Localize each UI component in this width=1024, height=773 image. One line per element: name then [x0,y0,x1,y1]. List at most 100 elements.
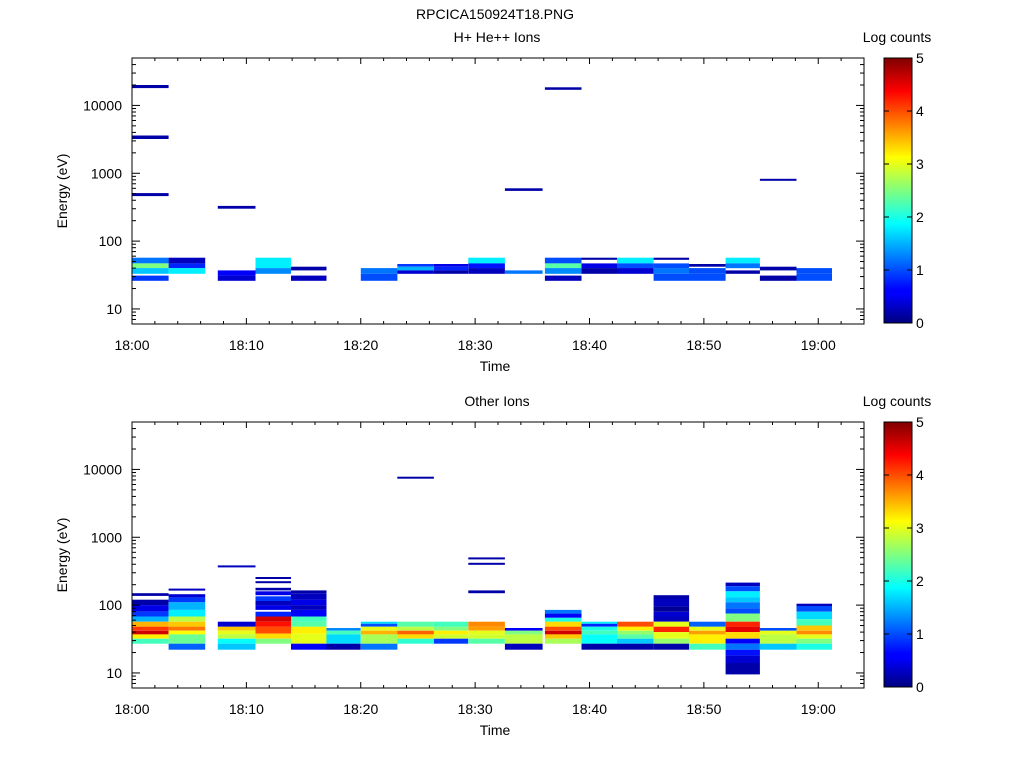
heatmap-cell [544,275,582,281]
colorbar-tick-label: 2 [916,209,924,225]
heatmap-cell [796,606,832,612]
heatmap-cell [617,263,654,269]
heatmap-cell [796,603,832,606]
y-axis-label: Energy (eV) [54,154,70,229]
heatmap-cell [617,634,654,639]
heatmap-cell [433,264,469,267]
heatmap-cell [689,621,726,627]
heatmap-cell [468,638,505,644]
heatmap-cell [132,611,169,617]
heatmap-cell [544,617,582,622]
x-tick-label: 18:20 [343,701,378,717]
heatmap-cell [360,634,398,644]
heatmap-cell [468,630,505,635]
heatmap-cell [617,643,654,650]
heatmap-cell [360,268,398,274]
heatmap-cell [168,263,206,269]
heatmap-cell [132,616,169,622]
heatmap-cell [653,611,690,617]
heatmap-cell [433,270,469,274]
heatmap-cell [653,621,690,627]
heatmap-cell [725,643,760,650]
heatmap-cell [544,257,582,264]
heatmap-cell [397,476,434,479]
heatmap-cell [132,599,169,606]
heatmap-cell [326,630,361,635]
heatmap-cell [653,268,690,274]
y-tick-label: 1000 [91,529,122,545]
heatmap-cell [468,257,505,264]
heatmap-cell [132,605,169,612]
heatmap-cell [168,257,206,264]
heatmap-cell [326,634,361,644]
heatmap-cell [255,616,291,622]
x-tick-label: 18:30 [458,337,493,353]
x-tick-label: 18:00 [114,701,149,717]
heatmap-cell [796,634,832,639]
heatmap-cell [689,630,726,635]
y-tick-label: 1000 [91,165,122,181]
heatmap-cell [725,591,760,598]
heatmap-cell [725,649,760,656]
heatmap-cell [132,257,169,264]
heatmap-cell [504,628,543,631]
heatmap-cell [689,626,726,631]
x-tick-label: 19:00 [801,701,836,717]
y-axis-label: Energy (eV) [54,518,70,593]
heatmap-cell [796,611,832,620]
heatmap-cell [168,609,206,617]
x-tick-label: 19:00 [801,337,836,353]
heatmap-cell [504,270,543,274]
heatmap-cell [291,626,327,634]
heatmap-cell [132,621,169,627]
heatmap-cell [291,621,327,627]
x-tick-label: 18:10 [229,701,264,717]
heatmap-cell [725,586,760,592]
heatmap-cell [581,643,617,650]
heatmap-cell [168,643,206,650]
heatmap-cell [255,605,291,610]
colorbar-tick-label: 3 [916,156,924,172]
heatmap-cell [255,268,291,274]
heatmap-cell [217,621,256,627]
heatmap-cell [291,609,327,617]
heatmap-cell [725,613,760,622]
colorbar-tick-label: 4 [916,103,924,119]
heatmap-cell [725,655,760,663]
x-axis-label: Time [480,358,511,374]
heatmap-cell [468,263,505,269]
heatmap-cell [168,594,206,598]
x-tick-label: 18:20 [343,337,378,353]
x-tick-label: 18:10 [229,337,264,353]
heatmap-cell [544,268,582,274]
colorbar-tick-label: 0 [916,679,924,695]
heatmap-cell [725,638,760,644]
x-axis: 18:00 18:10 18:20 18:30 18:40 18:50 19:00 [114,422,842,717]
heatmap-cell [217,565,256,568]
heatmap-cell [468,634,505,639]
colorbar-gradient [883,421,913,688]
heatmap-cell [291,266,327,271]
heatmap-cell [617,257,654,264]
heatmap-cell [132,630,169,635]
heatmap-cell [544,630,582,635]
heatmap-cell [255,601,291,606]
heatmap-cell [168,630,206,635]
heatmap-cell [397,626,434,631]
figure-title: RPCICA150924T18.PNG [416,6,574,22]
heatmap-cell [255,587,291,591]
heatmap-cell [255,626,291,634]
heatmap-cell [132,638,169,644]
heatmap-cell [397,638,434,644]
heatmap-cell [796,630,832,635]
heatmap-cell [255,257,291,269]
heatmap-cell [168,621,206,627]
heatmap-cell [544,626,582,631]
heatmap-cell [132,85,169,89]
heatmap-cell [217,643,256,650]
heatmap-cell [759,630,797,635]
heatmap-cell [360,643,398,650]
heatmap-cell [132,268,169,274]
heatmap-cell [397,621,434,627]
colorbar: Log counts 0 1 2 3 4 5 [863,393,932,695]
